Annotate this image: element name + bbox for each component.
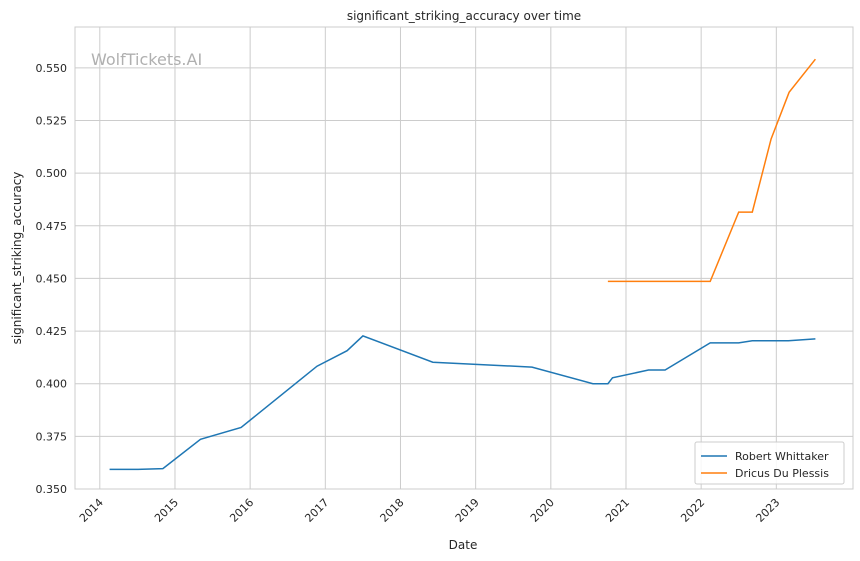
x-tick-label: 2021: [603, 496, 632, 525]
plot-frame: [74, 26, 854, 490]
y-tick-label: 0.475: [36, 220, 68, 233]
x-tick-label: 2014: [77, 496, 106, 525]
x-tick-label: 2015: [152, 496, 181, 525]
y-tick-label: 0.375: [36, 430, 68, 443]
legend-label: Robert Whittaker: [735, 450, 829, 463]
x-tick-label: 2020: [528, 496, 557, 525]
y-tick-label: 0.400: [36, 378, 68, 391]
legend: Robert Whittaker Dricus Du Plessis: [694, 441, 845, 485]
x-tick-label: 2016: [227, 496, 256, 525]
y-tick-label: 0.350: [36, 483, 68, 496]
y-axis-label: significant_striking_accuracy: [10, 172, 24, 345]
series-line-dricus-du-plessis: [607, 58, 816, 283]
y-tick-label: 0.500: [36, 167, 68, 180]
legend-label: Dricus Du Plessis: [735, 467, 829, 480]
x-tick-label: 2022: [678, 496, 707, 525]
y-tick-label: 0.450: [36, 272, 68, 285]
y-tick-label: 0.425: [36, 325, 68, 338]
x-tick-label: 2018: [378, 496, 407, 525]
watermark: WolfTickets.AI: [91, 50, 202, 69]
y-tick-label: 0.550: [36, 62, 68, 75]
y-tick-label: 0.525: [36, 114, 68, 127]
x-tick-label: 2017: [302, 496, 331, 525]
x-tick-label: 2023: [753, 496, 782, 525]
series-line-robert-whittaker: [109, 335, 816, 471]
x-axis-label: Date: [449, 538, 478, 552]
x-tick-label: 2019: [453, 496, 482, 525]
chart-title: significant_striking_accuracy over time: [347, 9, 581, 23]
